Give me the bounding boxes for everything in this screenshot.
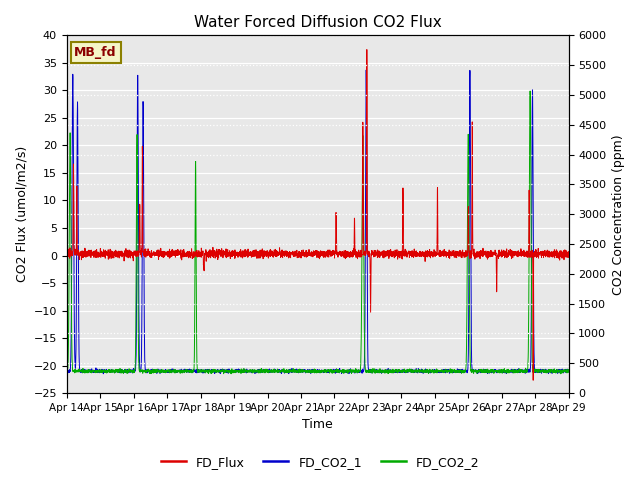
Y-axis label: CO2 Flux (umol/m2/s): CO2 Flux (umol/m2/s) <box>15 146 28 282</box>
Y-axis label: CO2 Concentration (ppm): CO2 Concentration (ppm) <box>612 134 625 295</box>
Title: Water Forced Diffusion CO2 Flux: Water Forced Diffusion CO2 Flux <box>194 15 442 30</box>
Legend: FD_Flux, FD_CO2_1, FD_CO2_2: FD_Flux, FD_CO2_1, FD_CO2_2 <box>156 451 484 474</box>
X-axis label: Time: Time <box>302 419 333 432</box>
Text: MB_fd: MB_fd <box>74 46 117 59</box>
